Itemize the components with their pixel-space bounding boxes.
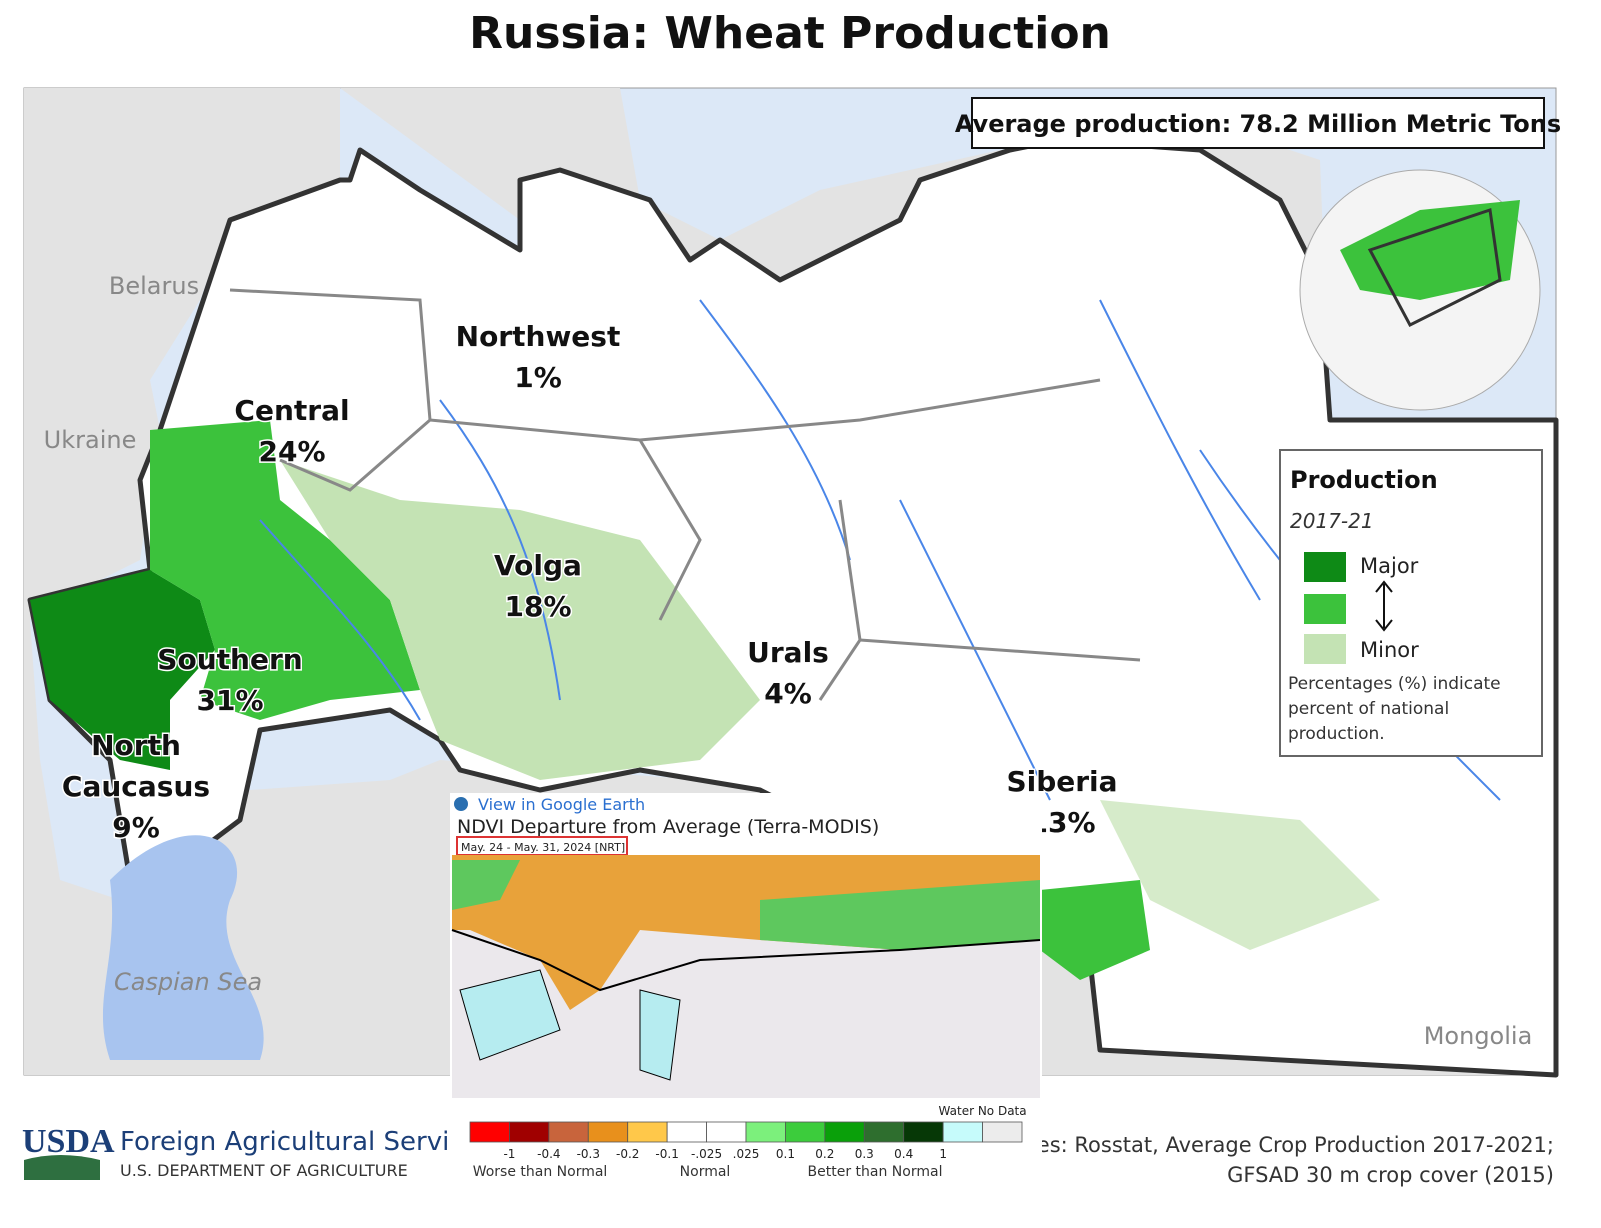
scale-tick: -0.4 bbox=[537, 1147, 560, 1161]
sources: GFSAD 30 m crop cover (2015) bbox=[1227, 1163, 1554, 1187]
agency: Foreign Agricultural Service bbox=[120, 1127, 480, 1157]
legend-title: Production bbox=[1290, 466, 1438, 494]
department: U.S. DEPARTMENT OF AGRICULTURE bbox=[120, 1161, 408, 1180]
logo: USDA bbox=[22, 1123, 115, 1160]
region-share: 24% bbox=[258, 435, 325, 468]
scale-tick: .025 bbox=[733, 1147, 760, 1161]
region-share: 4% bbox=[764, 677, 812, 710]
region-share: 9% bbox=[112, 811, 160, 844]
footer: USDA Foreign Agricultural Service U.S. D… bbox=[22, 1123, 1554, 1187]
inset-title: NDVI Departure from Average (Terra-MODIS… bbox=[457, 816, 879, 838]
region-name: Southern bbox=[157, 643, 302, 676]
scale-swatch bbox=[706, 1121, 747, 1143]
region-share: 18% bbox=[504, 590, 571, 623]
average-production: Average production: 78.2 Million Metric … bbox=[955, 110, 1561, 138]
region-name: Central bbox=[234, 394, 349, 427]
ndvi-scale: -1 -0.4 -0.3 -0.2 -0.1 -.025 .025 0.1 0.2 0.3 0.4 1… bbox=[452, 1100, 1040, 1188]
scale-tick: -0.3 bbox=[577, 1147, 600, 1161]
region-share: 31% bbox=[196, 684, 263, 717]
scale-group: Normal bbox=[680, 1164, 731, 1180]
scale-tick: 0.4 bbox=[894, 1147, 913, 1161]
place-name: Caspian Sea bbox=[114, 968, 262, 996]
scale-tick: 0.1 bbox=[776, 1147, 795, 1161]
scale-background bbox=[452, 1100, 1040, 1188]
region-name: Volga bbox=[494, 549, 582, 582]
scale-swatch bbox=[745, 1121, 786, 1143]
scale-tick: 0.3 bbox=[855, 1147, 874, 1161]
scale-tick: -0.2 bbox=[616, 1147, 639, 1161]
place-name: Mongolia bbox=[1424, 1022, 1533, 1050]
title: Russia: Wheat Production bbox=[469, 8, 1111, 59]
region-name: Northwest bbox=[456, 320, 621, 353]
region-name: North bbox=[91, 729, 181, 762]
scale-tick: -0.1 bbox=[655, 1147, 678, 1161]
legend-item: Minor bbox=[1360, 638, 1419, 662]
scale-swatch bbox=[548, 1121, 589, 1143]
scale-swatch bbox=[509, 1121, 550, 1143]
legend-period: 2017-21 bbox=[1290, 509, 1374, 533]
average-box bbox=[971, 97, 1545, 149]
scale-group: Worse than Normal bbox=[473, 1164, 608, 1180]
place-name: Belarus bbox=[109, 272, 199, 300]
scale-tick: -1 bbox=[503, 1147, 515, 1161]
scale-swatch bbox=[627, 1121, 668, 1143]
scale-swatch bbox=[824, 1121, 865, 1143]
inset-date: May. 24 - May. 31, 2024 [NRT] bbox=[461, 841, 625, 854]
sources: Sources: Rosstat, Average Crop Productio… bbox=[978, 1133, 1554, 1157]
scale-swatch bbox=[903, 1121, 944, 1143]
globe bbox=[1299, 169, 1541, 411]
region-name: Urals bbox=[747, 636, 829, 669]
scale-swatch bbox=[863, 1121, 905, 1143]
scale-swatch bbox=[982, 1121, 1023, 1143]
legend: Production 2017-21 Major Minor Percentag… bbox=[1279, 449, 1543, 757]
scale-swatch bbox=[469, 1121, 510, 1143]
scale-swatch bbox=[785, 1121, 826, 1143]
google-earth-link[interactable]: View in Google Earth bbox=[478, 795, 645, 814]
region-name: Caucasus bbox=[62, 770, 210, 803]
place-name: Ukraine bbox=[44, 426, 137, 454]
legend-note: Percentages (%) indicate percent of nati… bbox=[1288, 674, 1501, 744]
scale-tick: -.025 bbox=[691, 1147, 722, 1161]
scale-tick: 0.2 bbox=[815, 1147, 834, 1161]
region-share: 1% bbox=[514, 361, 562, 394]
scale-tick: 1 bbox=[939, 1147, 947, 1161]
legend-item: Major bbox=[1360, 554, 1419, 578]
scale-special: Water No Data bbox=[939, 1104, 1027, 1118]
scale-swatch bbox=[587, 1121, 629, 1143]
scale-swatch bbox=[666, 1121, 707, 1143]
scale-swatch bbox=[942, 1121, 983, 1143]
scale-group: Better than Normal bbox=[808, 1164, 943, 1180]
